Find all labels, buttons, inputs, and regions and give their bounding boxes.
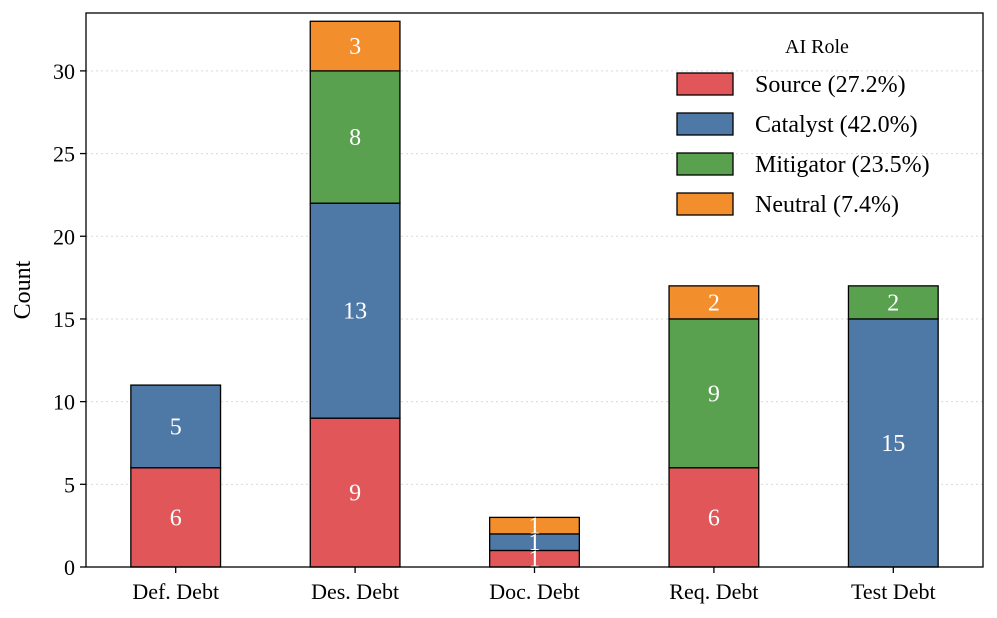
legend-title: AI Role <box>785 36 849 58</box>
y-tick-label: 30 <box>53 59 75 84</box>
bar-segment <box>847 285 939 320</box>
legend-entry-label: Source (27.2%) <box>755 72 906 98</box>
y-tick-label: 20 <box>53 224 75 249</box>
bar-value-label: 1 <box>529 547 541 573</box>
bar-segment <box>130 467 222 568</box>
x-tick-label: Def. Debt <box>132 579 219 604</box>
y-axis: 0 5 10 15 20 25 30 <box>53 59 86 580</box>
bar-value-label: 8 <box>349 125 361 151</box>
y-tick-label: 10 <box>53 390 75 415</box>
bar-value-label: 15 <box>881 431 905 457</box>
bar-segment <box>309 20 401 72</box>
legend-entry-label: Neutral (7.4%) <box>755 192 899 218</box>
bar-segment <box>668 318 760 469</box>
legend: AI Role Source (27.2%) Catalyst (42.0%) Mi… <box>676 36 930 218</box>
y-axis-title: Count <box>10 260 36 319</box>
y-tick-label: 0 <box>64 555 75 580</box>
y-tick-label: 25 <box>53 142 75 167</box>
bar-segment <box>488 516 580 535</box>
y-tick-label: 5 <box>64 472 75 497</box>
bar-segment <box>309 202 401 419</box>
x-tick-label: Test Debt <box>851 579 936 604</box>
bar-segment <box>668 285 760 320</box>
bar-segment <box>847 318 939 568</box>
bar-value-label: 2 <box>708 290 720 316</box>
bar-value-label: 6 <box>170 505 182 531</box>
bar-value-label: 6 <box>708 505 720 531</box>
bar-value-label: 13 <box>343 299 367 325</box>
legend-swatch <box>676 192 734 216</box>
x-tick-label: Doc. Debt <box>489 579 579 604</box>
legend-entry-label: Catalyst (42.0%) <box>755 112 918 138</box>
bars <box>130 20 939 568</box>
y-tick-label: 15 <box>53 307 75 332</box>
x-tick-label: Req. Debt <box>669 579 758 604</box>
legend-swatch <box>676 112 734 136</box>
x-tick-label: Des. Debt <box>311 579 399 604</box>
legend-swatch <box>676 152 734 176</box>
legend-entry-label: Mitigator (23.5%) <box>755 152 930 178</box>
bar-segment <box>130 384 222 469</box>
bar-value-label: 2 <box>887 290 899 316</box>
bar-value-label: 5 <box>170 414 182 440</box>
bar-value-label: 1 <box>529 514 541 540</box>
legend-swatch <box>676 72 734 96</box>
bar-segment <box>309 70 401 204</box>
bar-value-label: 9 <box>708 381 720 407</box>
bar-value-label: 1 <box>529 530 541 556</box>
bar-value-label: 3 <box>349 34 361 60</box>
bar-value-label: 9 <box>349 481 361 507</box>
x-axis: Def. Debt Des. Debt Doc. Debt Req. Debt Test… <box>132 567 936 604</box>
